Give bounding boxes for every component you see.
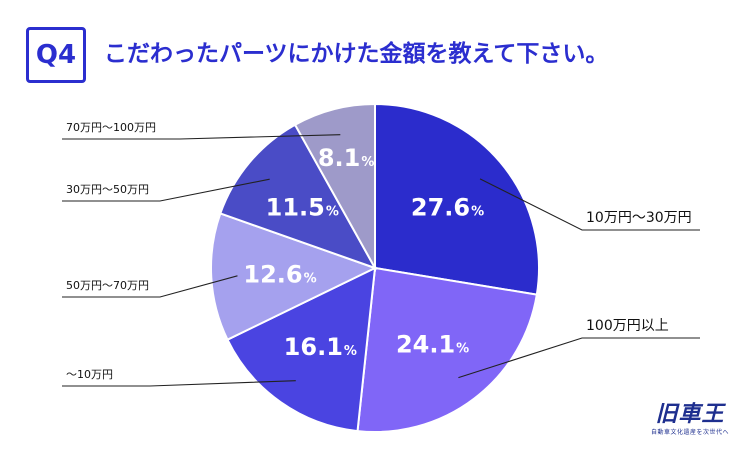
leader-line — [62, 275, 238, 298]
logo-tagline: 自動車文化遺産を次世代へ — [650, 429, 729, 436]
category-label: 10万円～30万円 — [586, 210, 692, 226]
logo-mark: 旧車王 — [655, 402, 725, 427]
pie-slice — [210, 212, 378, 342]
pie-slice — [293, 102, 376, 272]
question-title: こだわったパーツにかけた金額を教えて下さい。 — [104, 41, 609, 67]
slice-value-label: 16.1% — [284, 333, 357, 361]
slice-value-label: 11.5% — [266, 194, 339, 222]
leader-line — [458, 337, 700, 379]
pie-slice — [374, 102, 540, 296]
pie-slice — [356, 266, 538, 433]
category-label: 70万円～100万円 — [66, 121, 156, 134]
brand-logo: 旧車王 自動車文化遺産を次世代へ — [642, 402, 738, 437]
category-label: ～10万円 — [66, 368, 113, 381]
pie-slice — [226, 266, 377, 433]
category-label: 50万円～70万円 — [66, 279, 149, 292]
leader-line — [62, 178, 270, 202]
leader-line — [62, 380, 296, 387]
leader-line — [62, 134, 341, 140]
slice-value-label: 24.1% — [396, 331, 469, 359]
category-label: 100万円以上 — [586, 318, 669, 334]
question-badge: Q4 — [26, 27, 86, 83]
pie-slice — [219, 123, 378, 270]
slice-value-label: 12.6% — [243, 260, 316, 288]
category-label: 30万円～50万円 — [66, 183, 149, 196]
leader-line — [479, 178, 700, 231]
slice-value-label: 8.1% — [318, 144, 375, 172]
slice-value-label: 27.6% — [411, 193, 484, 221]
